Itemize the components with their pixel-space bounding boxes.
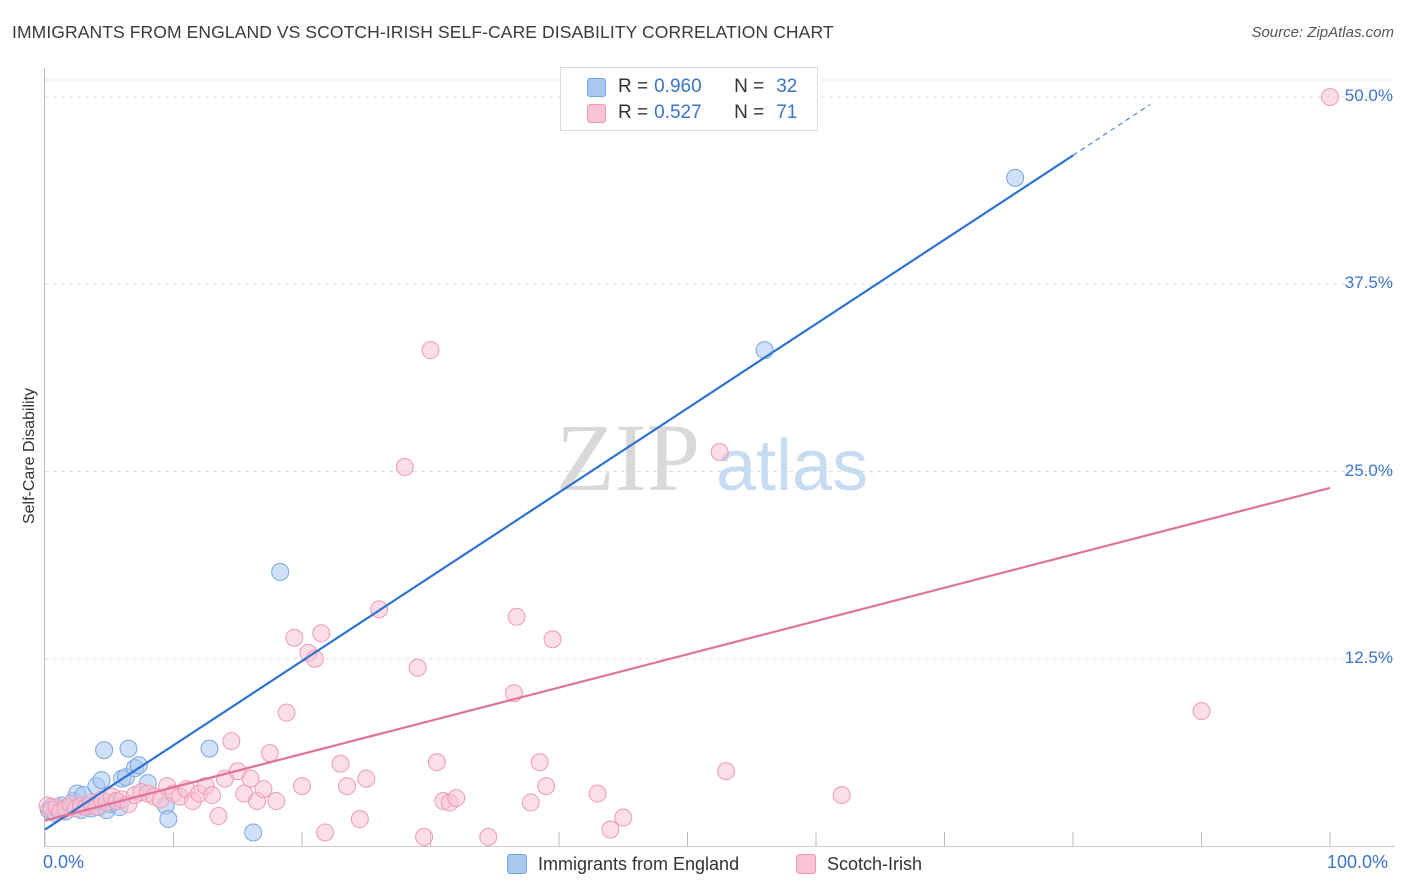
point-1-67 (588, 784, 607, 803)
point-1-41 (285, 628, 304, 647)
point-1-63 (521, 793, 540, 812)
point-1-56 (427, 753, 446, 772)
watermark-atlas: atlas (716, 426, 868, 506)
point-1-72 (832, 786, 851, 805)
point-1-73 (1192, 702, 1211, 721)
legend-r-value: 0.527 (654, 102, 702, 123)
legend: R = 0.960 N = 32 R = 0.527 N = 71 (560, 67, 818, 131)
point-0-30 (244, 823, 263, 842)
point-1-46 (316, 823, 335, 842)
source-label: Source: ZipAtlas.com (1251, 24, 1394, 41)
gridlines (45, 79, 1395, 660)
point-1-62 (507, 607, 526, 626)
point-0-15 (92, 771, 111, 790)
trend-line-1 (44, 486, 1331, 822)
point-1-29 (203, 786, 222, 805)
y-tick-label-0: 12.5% (1344, 647, 1393, 667)
legend-r-label: R = (618, 102, 649, 123)
legend-row-scotch-irish: R = 0.527 N = 71 (587, 100, 797, 126)
point-1-32 (222, 732, 241, 751)
bottom-legend-england: Immigrants from England (507, 851, 739, 877)
point-1-59 (447, 789, 466, 808)
bottom-legend-swatch-england (507, 854, 527, 874)
bottom-legend-label-england: Immigrants from England (538, 853, 740, 874)
legend-n-label: N = (734, 76, 765, 97)
point-0-23 (119, 739, 138, 758)
point-0-29 (200, 739, 219, 758)
legend-n-label: N = (734, 102, 765, 123)
point-1-71 (717, 762, 736, 781)
x-tick-min: 0.0% (43, 852, 85, 872)
point-1-45 (312, 624, 331, 643)
point-0-25 (129, 756, 148, 775)
y-tick-label-3: 50.0% (1344, 86, 1393, 105)
point-1-68 (601, 820, 620, 839)
legend-swatch-england (587, 77, 606, 97)
legend-n-value: 32 (776, 76, 798, 97)
point-1-30 (209, 807, 228, 826)
trend-line-0 (44, 154, 1074, 831)
point-1-42 (293, 777, 311, 796)
point-1-74 (1321, 88, 1339, 106)
point-1-40 (277, 703, 296, 722)
bottom-legend-scotch-irish: Scotch-Irish (796, 851, 922, 877)
point-1-64 (530, 753, 549, 772)
y-tick-label-1: 25.0% (1344, 460, 1393, 480)
watermark-zip: ZIP (556, 404, 700, 511)
series-england-points (39, 168, 1025, 842)
axes (44, 68, 1395, 847)
legend-n-value: 71 (776, 102, 798, 123)
x-tick-max: 100.0% (1327, 852, 1389, 872)
point-1-53 (408, 658, 427, 677)
trend-lines (44, 104, 1331, 831)
legend-row-england: R = 0.960 N = 32 (587, 74, 797, 100)
point-1-70 (710, 443, 729, 462)
point-1-54 (415, 828, 434, 847)
point-0-33 (1006, 168, 1025, 187)
point-1-60 (479, 828, 498, 847)
legend-r-label: R = (618, 76, 649, 97)
bottom-legend-label-scotch-irish: Scotch-Irish (827, 853, 923, 874)
point-1-35 (241, 769, 260, 788)
point-1-50 (357, 769, 376, 788)
watermark: ZIP atlas (556, 404, 868, 511)
point-0-31 (271, 562, 290, 581)
point-1-65 (537, 777, 556, 796)
bottom-legend-swatch-scotch-irish (796, 854, 816, 874)
point-0-16 (95, 741, 114, 760)
point-1-66 (543, 630, 562, 649)
point-0-28 (159, 810, 178, 829)
point-1-37 (254, 780, 273, 799)
point-1-49 (350, 810, 369, 829)
point-1-38 (260, 744, 279, 763)
point-1-69 (614, 808, 633, 827)
point-0-32 (755, 341, 774, 360)
point-1-39 (267, 792, 286, 811)
point-1-48 (337, 777, 356, 796)
trend-line-ext-0 (1072, 104, 1151, 156)
chart-title: IMMIGRANTS FROM ENGLAND VS SCOTCH-IRISH … (12, 22, 834, 42)
point-1-55 (421, 341, 440, 360)
legend-r-value: 0.960 (654, 76, 702, 97)
legend-swatch-scotch-irish (587, 103, 606, 123)
point-1-47 (331, 754, 350, 773)
point-1-52 (395, 458, 414, 477)
y-tick-label-2: 37.5% (1344, 273, 1393, 293)
